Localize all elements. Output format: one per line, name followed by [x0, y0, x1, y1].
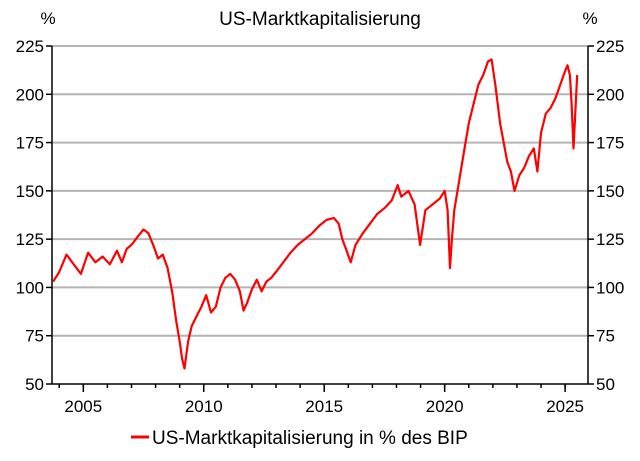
x-tick-label: 2025	[546, 397, 584, 416]
legend-label: US-Marktkapitalisierung in % des BIP	[152, 428, 468, 449]
y-tick-label-right: 175	[596, 134, 624, 153]
chart-title: US-Marktkapitalisierung	[219, 9, 421, 30]
y-tick-label-right: 50	[596, 375, 615, 394]
axes	[46, 45, 594, 392]
y-tick-label-left: 175	[16, 134, 44, 153]
x-tick-label: 2010	[185, 397, 223, 416]
tick-labels: 50 50 75 75 100 100 125 125 150 150 175 175 200 200 22…	[16, 37, 625, 416]
y-tick-label-left: 75	[25, 327, 44, 346]
y-axis-unit-right: %	[582, 9, 597, 28]
y-tick-label-right: 225	[596, 37, 624, 56]
y-tick-label-right: 200	[596, 85, 624, 104]
y-tick-label-left: 50	[25, 375, 44, 394]
series-lines	[52, 58, 579, 370]
y-tick-label-right: 150	[596, 182, 624, 201]
series-line	[52, 58, 579, 370]
y-tick-label-left: 100	[16, 278, 44, 297]
y-tick-label-right: 125	[596, 230, 624, 249]
y-tick-label-left: 200	[16, 85, 44, 104]
x-tick-label: 2005	[64, 397, 102, 416]
y-tick-label-left: 150	[16, 182, 44, 201]
y-tick-label-left: 125	[16, 230, 44, 249]
x-tick-label: 2020	[426, 397, 464, 416]
y-tick-label-right: 75	[596, 327, 615, 346]
y-axis-unit-left: %	[40, 9, 55, 28]
y-tick-label-left: 225	[16, 37, 44, 56]
legend: US-Marktkapitalisierung in % des BIP	[131, 428, 468, 449]
x-tick-label: 2015	[305, 397, 343, 416]
gridlines	[52, 45, 588, 337]
y-tick-label-right: 100	[596, 278, 624, 297]
